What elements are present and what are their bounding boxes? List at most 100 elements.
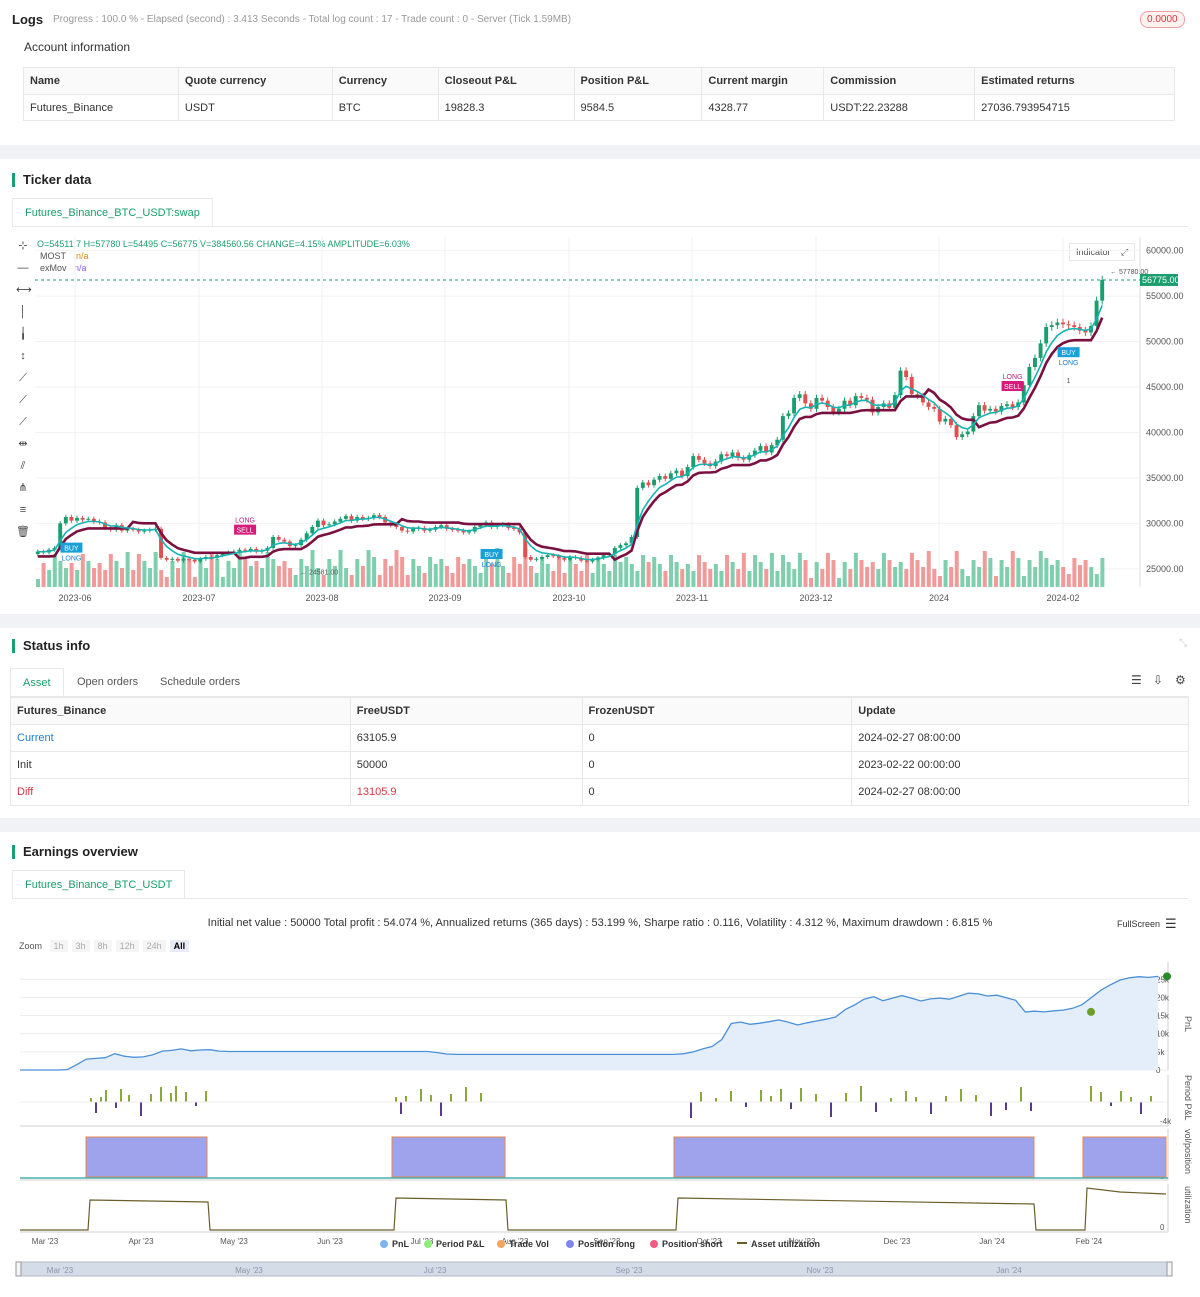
horizontal-line-icon[interactable]: —	[17, 262, 29, 274]
candle-body	[696, 456, 701, 460]
volume-bar	[484, 557, 489, 587]
volume-bar	[797, 553, 802, 587]
fib-retracement-icon[interactable]: ≡	[19, 504, 27, 516]
volume-bar	[428, 557, 433, 587]
candlestick-chart[interactable]: 60000.00 55000.00 50000.00 45000.00 40000.00…	[0, 159, 1200, 614]
ray-icon[interactable]: ⟋	[19, 394, 27, 406]
candle-body	[63, 517, 68, 524]
candle-body	[668, 473, 673, 479]
candle-body	[988, 408, 993, 411]
tab-schedule-orders[interactable]: Schedule orders	[160, 676, 241, 688]
volume-bar	[360, 566, 365, 587]
volume-bar	[338, 550, 343, 587]
volume-bar	[652, 557, 657, 587]
position-axis-title: vol/position	[1183, 1129, 1193, 1174]
zoom-8h[interactable]: 8h	[93, 940, 112, 952]
period-pnl-bar	[960, 1089, 962, 1102]
pitchfork-icon[interactable]: ⋔	[18, 482, 28, 494]
download-icon[interactable]: ⇩	[1153, 673, 1164, 687]
zoom-12h[interactable]: 12h	[115, 940, 139, 952]
candle-body	[512, 527, 516, 529]
legend-item[interactable]: PnL	[380, 1239, 409, 1249]
menu-icon[interactable]: ☰	[1165, 916, 1177, 931]
volume-bar	[176, 568, 181, 587]
extended-line-icon[interactable]: ⟋	[19, 416, 27, 428]
volume-bar	[148, 568, 153, 587]
price-range-icon[interactable]: ⇹	[18, 438, 28, 450]
vertical-arrow-icon[interactable]: ↕	[20, 350, 26, 362]
candle-body	[1005, 404, 1009, 407]
pnl-area	[20, 976, 1158, 1070]
vertical-line-icon[interactable]: │	[19, 306, 27, 318]
volume-bar	[781, 555, 786, 587]
asset-frozen: 0	[581, 751, 853, 779]
candle-body	[904, 370, 909, 377]
zoom-3h[interactable]: 3h	[71, 940, 90, 952]
period-pnl-bar	[1140, 1102, 1142, 1114]
logs-badge[interactable]: 0.0000	[1140, 11, 1185, 28]
volume-bar	[629, 564, 634, 587]
parallel-channel-icon[interactable]: ⫽	[20, 460, 26, 472]
volume-bar	[170, 561, 175, 587]
candle-body	[371, 515, 376, 518]
ticker-tab[interactable]: Futures_Binance_BTC_USDT:swap	[12, 198, 213, 227]
period-pnl-bar	[440, 1102, 442, 1116]
volume-bar	[316, 568, 321, 587]
indicator-button[interactable]: Indicator ⤢	[1069, 243, 1136, 261]
volume-bar	[120, 568, 125, 587]
expand-icon[interactable]: ⤢	[1121, 247, 1129, 257]
volume-bar	[562, 573, 567, 587]
candle-body	[276, 537, 281, 540]
zoom-1h[interactable]: 1h	[49, 940, 68, 952]
volume-bar	[64, 568, 69, 587]
volume-bar	[618, 562, 623, 587]
vertical-segment-icon[interactable]: ╽	[19, 328, 27, 340]
candle-body	[820, 397, 825, 401]
candle-body	[1010, 404, 1015, 407]
volume-bar	[1077, 565, 1082, 587]
crosshair-icon[interactable]: ⊹	[18, 240, 28, 252]
candle-body	[304, 533, 309, 540]
candle-body	[590, 559, 595, 562]
fullscreen-button[interactable]: FullScreen	[1117, 919, 1161, 929]
trash-icon[interactable]: 🗑	[16, 526, 30, 538]
zoom-all[interactable]: All	[169, 940, 190, 952]
asset-row-label: Current	[10, 724, 351, 752]
earnings-tab[interactable]: Futures_Binance_BTC_USDT	[12, 870, 186, 899]
candle-body	[349, 516, 354, 521]
volume-bar	[708, 569, 713, 587]
candle-body	[467, 531, 472, 533]
volume-bar	[383, 559, 388, 587]
legend-item[interactable]: Position short	[650, 1239, 723, 1249]
volume-bar	[758, 562, 763, 587]
trend-line-icon[interactable]: ⟋	[19, 372, 27, 384]
volume-bar	[36, 579, 41, 587]
tab-open-orders[interactable]: Open orders	[77, 676, 139, 688]
list-icon[interactable]: ☰	[1131, 673, 1142, 687]
volume-bar	[753, 555, 758, 587]
earnings-chart[interactable]: 25k 20k 15k 10k 5k 0 PnL Period P&L -4k vol/posit…	[0, 832, 1200, 1297]
low-price-label: ← 24581.00	[300, 570, 338, 577]
candle-body	[786, 413, 791, 417]
candle-body	[864, 397, 869, 400]
settings-gear-icon[interactable]: ⚙	[1175, 673, 1186, 687]
zoom-24h[interactable]: 24h	[142, 940, 166, 952]
candle-body	[909, 377, 914, 395]
period-pnl-bar	[195, 1102, 197, 1106]
candle-body	[965, 431, 970, 435]
pnl-tick-label: 25k	[1156, 975, 1170, 984]
position-long-block	[673, 1136, 1035, 1178]
legend-item[interactable]: Asset utilization	[737, 1239, 820, 1249]
legend-item[interactable]: Position long	[566, 1239, 635, 1249]
horizontal-ray-icon[interactable]: ⟷	[16, 284, 32, 296]
volume-bar	[915, 560, 920, 587]
legend-item[interactable]: Trade Vol	[497, 1239, 549, 1249]
volume-bar	[999, 560, 1004, 587]
volume-bar	[405, 575, 410, 587]
tab-asset[interactable]: Asset	[10, 668, 64, 696]
volume-bar	[75, 570, 80, 587]
collapse-icon[interactable]: ⤡	[1179, 638, 1187, 649]
logs-title: Logs	[12, 12, 44, 27]
legend-item[interactable]: Period P&L	[424, 1239, 485, 1249]
volume-bar	[366, 550, 371, 587]
